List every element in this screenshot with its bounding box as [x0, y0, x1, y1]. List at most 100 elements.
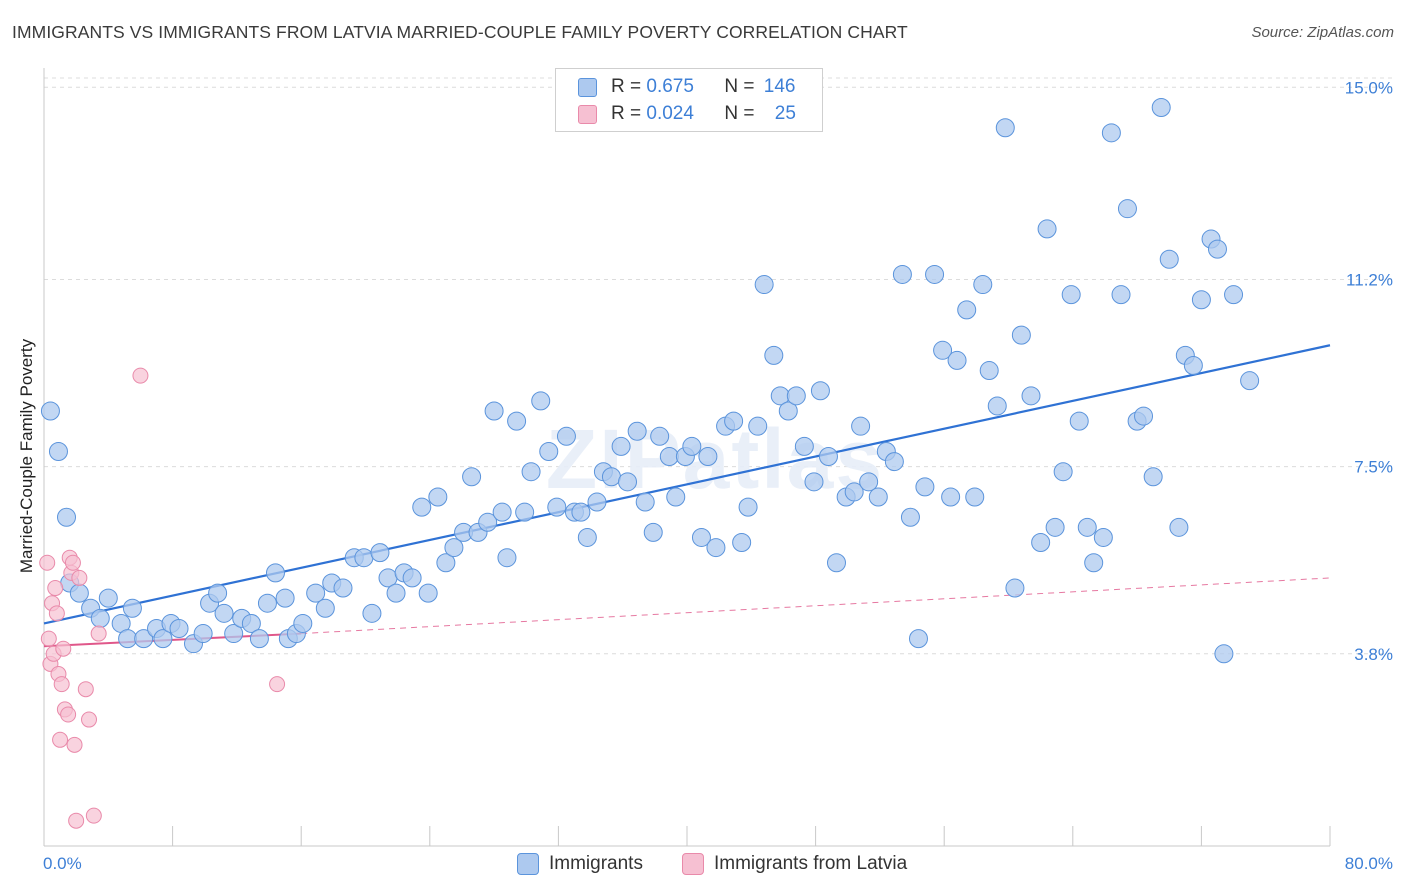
point-immigrants: [418, 583, 438, 603]
x-tick-label: 0.0%: [43, 854, 82, 873]
point-immigrants: [908, 629, 928, 649]
legend-n-label: N =: [724, 76, 755, 97]
point-immigrants: [1143, 467, 1163, 487]
point-immigrants: [169, 619, 189, 639]
point-immigrants: [402, 568, 422, 588]
point-immigrants: [965, 487, 985, 507]
point-immigrants: [556, 426, 576, 446]
point-immigrants: [571, 502, 591, 522]
point-immigrants: [539, 441, 559, 461]
point-immigrants: [48, 441, 68, 461]
point-immigrants: [732, 533, 752, 553]
bottom-legend-latvia: Immigrants from Latvia: [682, 851, 907, 877]
point-latvia: [39, 554, 56, 571]
point-latvia: [64, 554, 81, 571]
point-immigrants: [354, 548, 374, 568]
point-immigrants: [764, 345, 784, 365]
point-immigrants: [1134, 406, 1154, 426]
point-immigrants: [618, 472, 638, 492]
point-immigrants: [748, 416, 768, 436]
point-immigrants: [1005, 578, 1025, 598]
point-immigrants: [1011, 325, 1031, 345]
point-immigrants: [497, 548, 517, 568]
y-tick-label: 11.2%: [1346, 270, 1393, 289]
point-immigrants: [370, 543, 390, 563]
point-immigrants: [659, 447, 679, 467]
point-immigrants: [868, 487, 888, 507]
point-immigrants: [122, 598, 142, 618]
point-latvia: [68, 812, 85, 829]
points-layer: [39, 98, 1260, 829]
point-immigrants: [1037, 219, 1057, 239]
point-immigrants: [804, 472, 824, 492]
point-immigrants: [941, 487, 961, 507]
point-immigrants: [1021, 386, 1041, 406]
point-immigrants: [153, 629, 173, 649]
legend-swatch-pink: [578, 104, 597, 124]
point-immigrants: [643, 522, 663, 542]
point-immigrants: [436, 553, 456, 573]
point-immigrants: [627, 421, 647, 441]
point-immigrants: [386, 583, 406, 603]
point-immigrants: [650, 426, 670, 446]
point-immigrants: [754, 275, 774, 295]
point-immigrants: [786, 386, 806, 406]
point-immigrants: [333, 578, 353, 598]
point-immigrants: [547, 497, 567, 517]
point-immigrants: [484, 401, 504, 421]
legend-r-value: 0.024: [646, 103, 694, 124]
point-immigrants: [257, 593, 277, 613]
point-immigrants: [925, 264, 945, 284]
legend-n-value: 146: [763, 76, 796, 97]
point-immigrants: [577, 527, 597, 547]
point-immigrants: [1077, 517, 1097, 537]
point-immigrants: [1191, 290, 1211, 310]
point-immigrants: [884, 452, 904, 472]
point-immigrants: [900, 507, 920, 527]
point-immigrants: [1069, 411, 1089, 431]
point-immigrants: [507, 411, 527, 431]
point-immigrants: [1214, 644, 1234, 664]
point-immigrants: [947, 350, 967, 370]
legend-row-immigrants: R = 0.675 N = 146: [578, 74, 795, 100]
point-immigrants: [973, 275, 993, 295]
point-immigrants: [1159, 249, 1179, 269]
point-immigrants: [224, 624, 244, 644]
point-immigrants: [995, 118, 1015, 138]
point-immigrants: [193, 624, 213, 644]
point-immigrants: [818, 447, 838, 467]
legend-n-label: N =: [724, 103, 755, 124]
point-immigrants: [515, 502, 535, 522]
point-immigrants: [933, 340, 953, 360]
point-immigrants: [315, 598, 335, 618]
point-immigrants: [134, 629, 154, 649]
point-latvia: [132, 367, 149, 384]
point-immigrants: [293, 613, 313, 633]
point-immigrants: [1224, 285, 1244, 305]
legend-r-label: R =: [611, 76, 642, 97]
point-immigrants: [851, 416, 871, 436]
point-latvia: [85, 807, 102, 824]
point-immigrants: [214, 603, 234, 623]
y-tick-label: 15.0%: [1345, 78, 1393, 97]
point-immigrants: [69, 583, 89, 603]
point-immigrants: [691, 527, 711, 547]
point-immigrants: [90, 608, 110, 628]
point-latvia: [90, 625, 107, 642]
point-immigrants: [1093, 527, 1113, 547]
point-immigrants: [601, 467, 621, 487]
point-latvia: [47, 580, 64, 597]
point-immigrants: [738, 497, 758, 517]
point-immigrants: [979, 361, 999, 381]
point-immigrants: [1207, 239, 1227, 259]
axes-layer: [43, 68, 1331, 847]
point-immigrants: [826, 553, 846, 573]
point-immigrants: [462, 467, 482, 487]
point-immigrants: [40, 401, 60, 421]
bottom-legend-swatch-pink: [682, 853, 704, 875]
legend-r-value: 0.675: [646, 76, 694, 97]
point-immigrants: [1240, 371, 1260, 391]
point-immigrants: [1045, 517, 1065, 537]
point-latvia: [66, 736, 83, 753]
